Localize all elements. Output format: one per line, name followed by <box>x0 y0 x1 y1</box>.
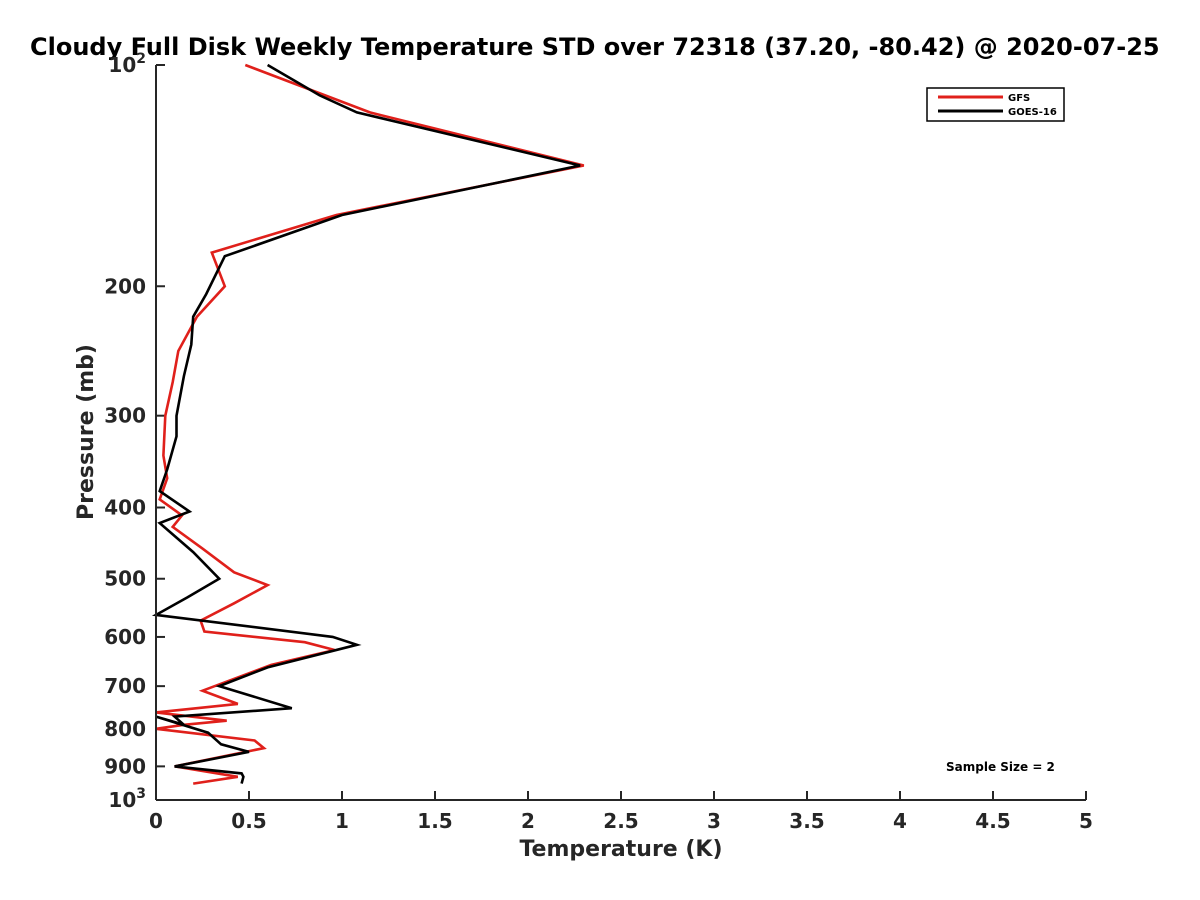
x-tick-label: 5 <box>1079 809 1093 833</box>
legend-box <box>926 87 1065 122</box>
x-tick-label: 0.5 <box>231 809 266 833</box>
legend: GFS GOES-16 <box>926 87 1065 122</box>
y-axis-label: Pressure (mb) <box>74 344 99 520</box>
x-tick-label: 2 <box>521 809 535 833</box>
x-tick-label: 2.5 <box>603 809 638 833</box>
y-tick-label: 800 <box>104 717 146 741</box>
chart-title: Cloudy Full Disk Weekly Temperature STD … <box>30 33 1160 61</box>
x-tick-label: 4.5 <box>975 809 1010 833</box>
y-tick-label: 700 <box>104 674 146 698</box>
y-tick-label: 103 <box>108 786 146 812</box>
x-tick-label: 0 <box>149 809 163 833</box>
legend-label-goes16: GOES-16 <box>1008 107 1057 118</box>
x-tick-label: 1 <box>335 809 349 833</box>
y-tick-label: 500 <box>104 567 146 591</box>
x-tick-label: 3 <box>707 809 721 833</box>
y-tick-label: 102 <box>108 51 146 77</box>
series-line-gfs <box>155 63 585 785</box>
y-tick-label: 400 <box>104 496 146 520</box>
x-tick-label: 3.5 <box>789 809 824 833</box>
y-tick-label: 600 <box>104 625 146 649</box>
sample-size-annotation: Sample Size = 2 <box>946 760 1055 774</box>
y-tick-label: 200 <box>104 274 146 298</box>
x-tick-label: 4 <box>893 809 907 833</box>
y-tick-label: 300 <box>104 404 146 428</box>
y-tick-label: 900 <box>104 754 146 778</box>
legend-label-gfs: GFS <box>1008 93 1030 104</box>
x-axis-label: Temperature (K) <box>519 837 722 862</box>
series-line-goes16 <box>151 63 581 784</box>
x-tick-label: 1.5 <box>417 809 452 833</box>
